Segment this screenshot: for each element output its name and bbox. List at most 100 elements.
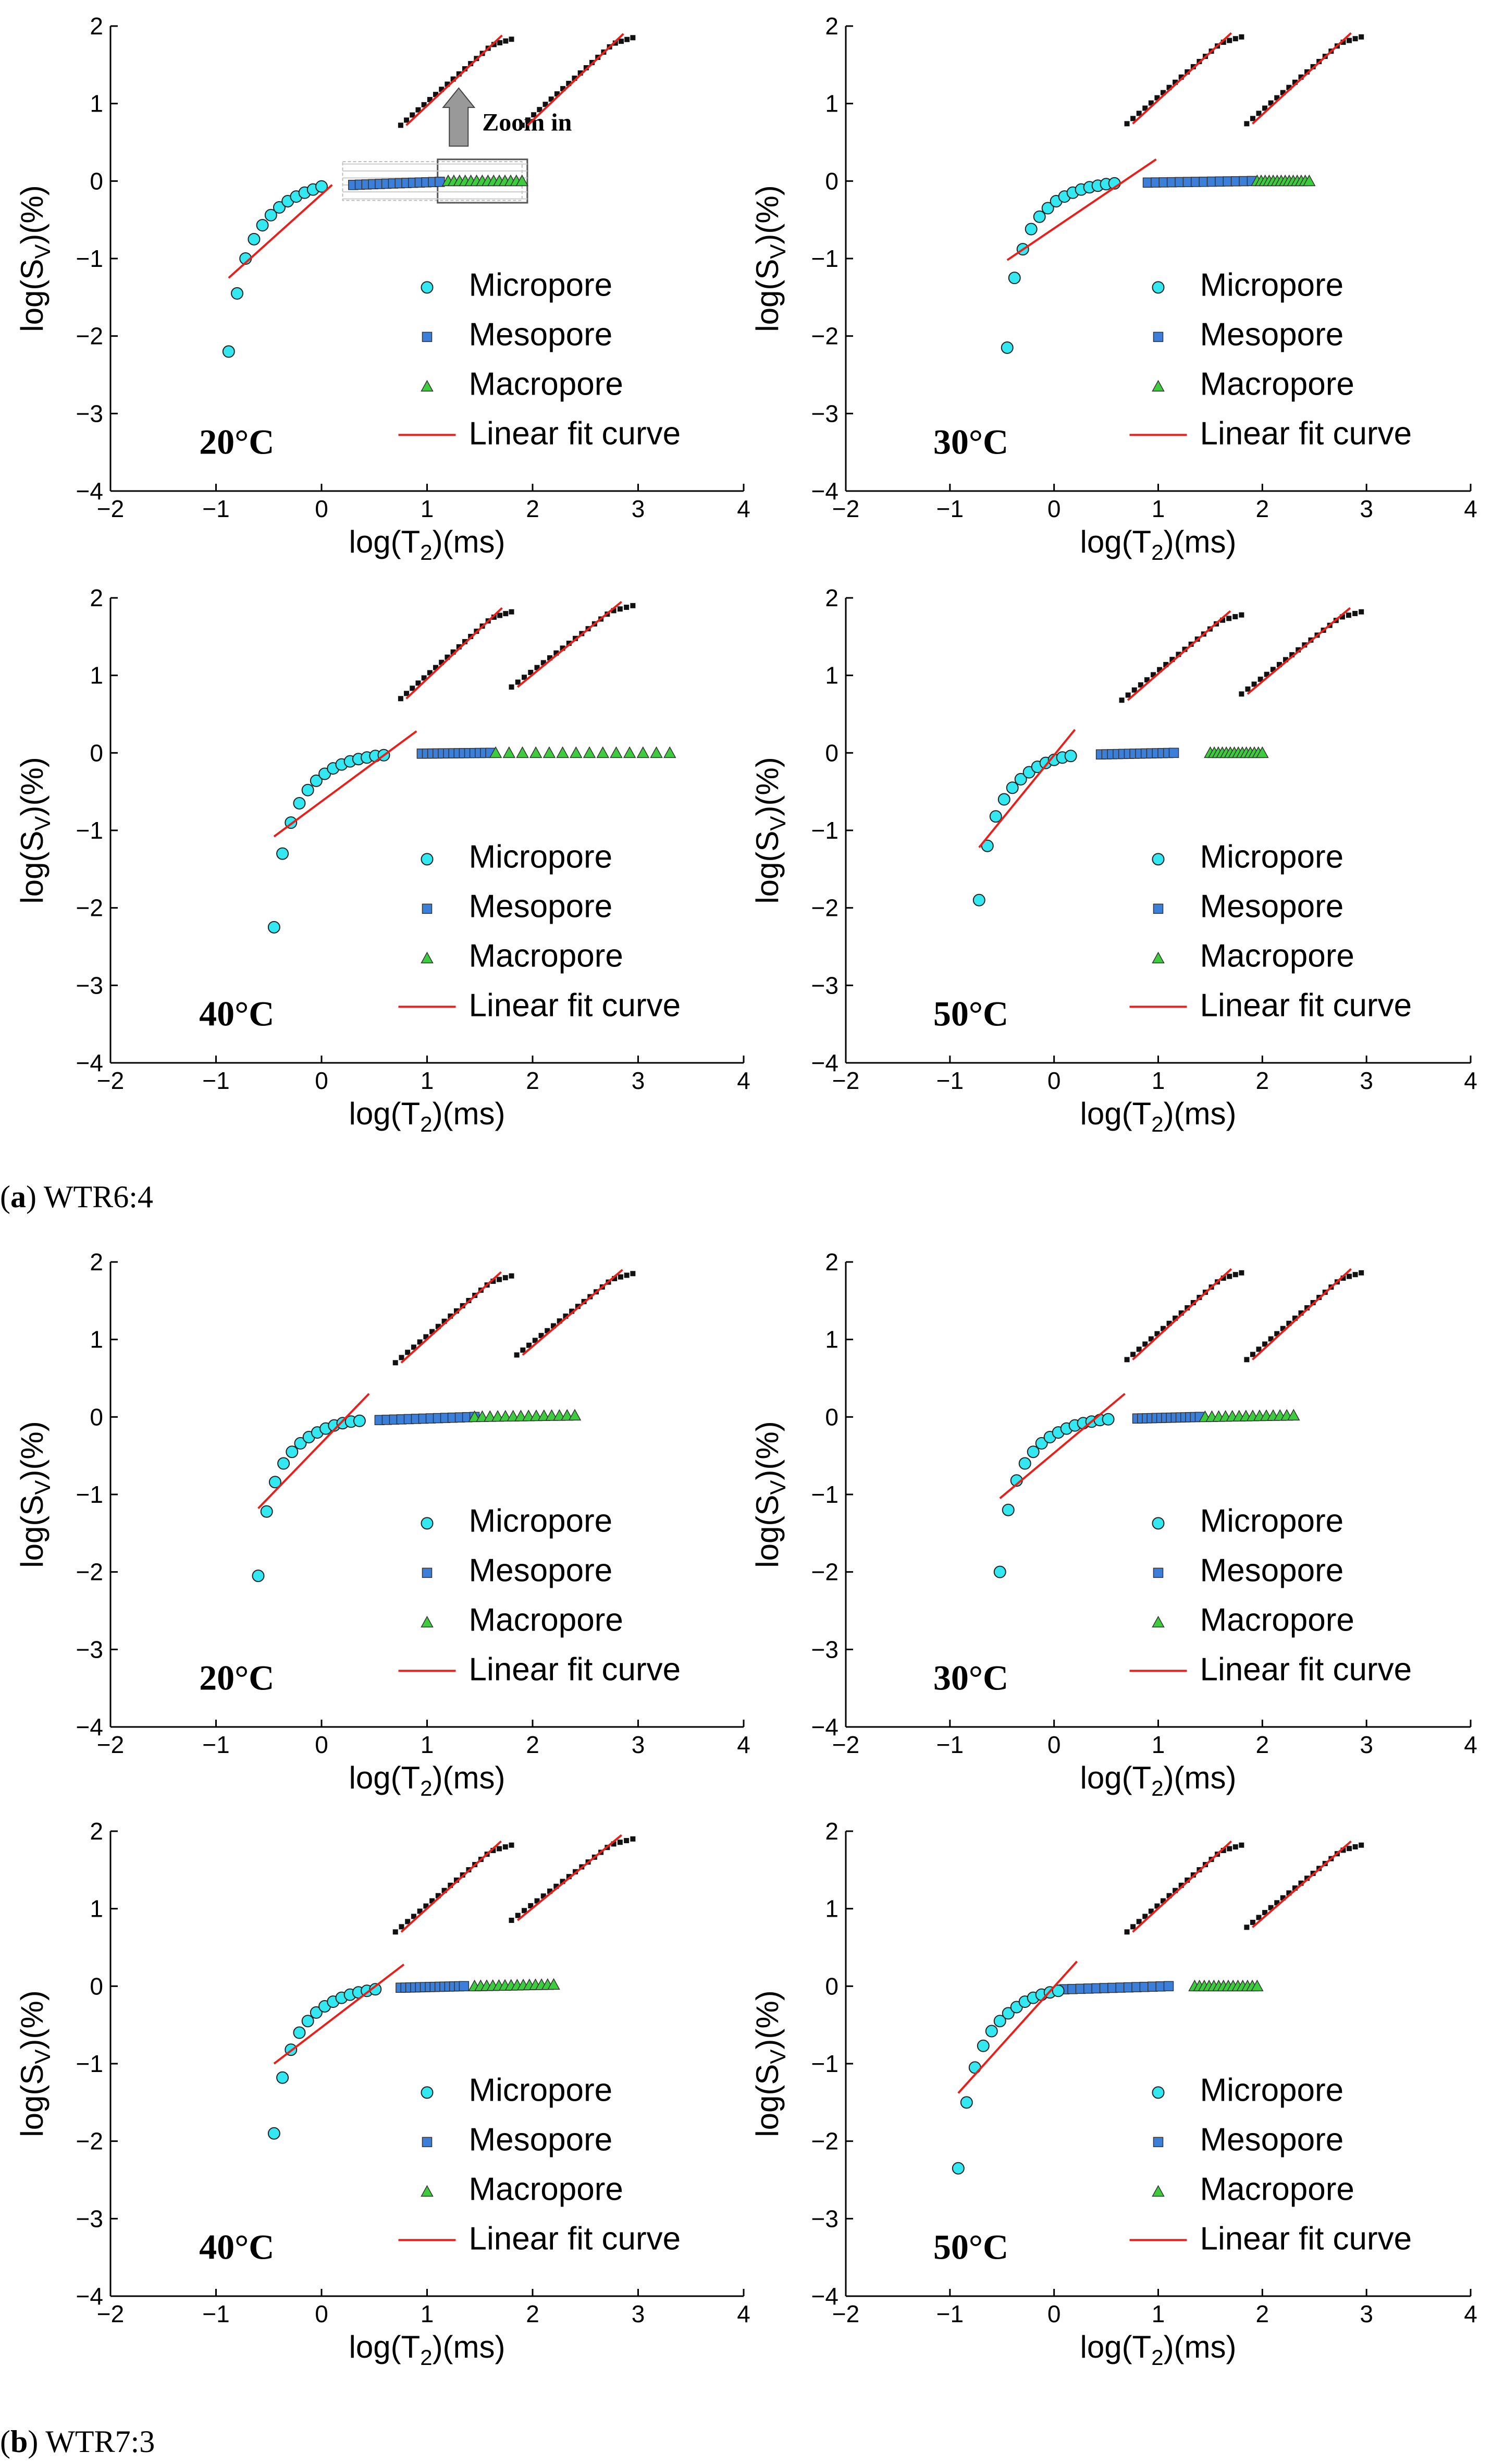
linear-fit-line — [1006, 158, 1157, 261]
linear-fit-line — [228, 184, 333, 279]
zoom-inset-macropore-point — [572, 76, 577, 81]
chart-panel: −2 −1 0 1 2 3 4 −4 −3 −2 −1 0 1 2 log(T2)(ms) log(SV)(%… — [15, 1248, 750, 1800]
micropore-point — [260, 1505, 273, 1518]
zoom-inset-macropore-point — [514, 1352, 520, 1358]
legend-label: Macropore — [1200, 366, 1354, 402]
zoom-inset-macropore-point — [1245, 686, 1251, 692]
x-tick-label: 0 — [315, 2300, 328, 2327]
x-tick-label: 3 — [632, 495, 645, 522]
y-axis-label: log(SV)(%) — [750, 185, 790, 332]
zoom-inset-macropore-point — [528, 1903, 534, 1909]
micropore-point — [952, 2162, 965, 2175]
legend-macropore-marker — [421, 2185, 434, 2197]
zoom-inset-macropore-point — [624, 1272, 630, 1278]
micropore-point — [301, 2015, 314, 2028]
y-tick-label: −3 — [811, 2205, 839, 2232]
zoom-inset-mesopore-point — [439, 659, 445, 665]
zoom-inset-macropore-point — [611, 608, 616, 614]
micropore-point — [310, 774, 323, 787]
macropore-point — [1302, 174, 1316, 187]
zoom-inset-mesopore-point — [1142, 105, 1148, 111]
x-tick-label: 3 — [1360, 2300, 1373, 2327]
zoom-inset-mesopore-point — [1148, 100, 1154, 106]
x-tick-label: 2 — [1256, 1731, 1269, 1758]
zoom-inset-mesopore-point — [1178, 1882, 1184, 1888]
zoom-inset-mesopore-point — [1151, 672, 1156, 678]
x-tick-label: −2 — [832, 2300, 859, 2327]
micropore-point — [353, 1414, 366, 1427]
x-tick-label: 1 — [1152, 2300, 1165, 2327]
legend-label: Mesopore — [469, 316, 613, 352]
zoom-inset-macropore-point — [617, 606, 623, 612]
y-axis-label: log(SV)(%) — [15, 1990, 55, 2137]
legend-mesopore-marker — [1153, 1567, 1164, 1578]
zoom-inset-mesopore-fit-line — [1127, 610, 1231, 701]
zoom-inset-macropore-point — [1274, 1900, 1280, 1906]
zoom-inset-macropore-point — [1250, 1352, 1255, 1357]
micropore-point — [276, 2071, 289, 2084]
zoom-inset-macropore-point — [1359, 34, 1364, 40]
temperature-label: 40°C — [199, 994, 274, 1034]
zoom-inset-macropore-point — [522, 1908, 527, 1914]
zoom-inset-macropore-point — [1359, 1842, 1364, 1848]
zoom-inset-macropore-point — [1270, 667, 1276, 672]
zoom-inset-macropore-point — [515, 679, 521, 685]
x-tick-label: −1 — [936, 2300, 964, 2327]
zoom-inset-macropore-point — [531, 112, 537, 118]
x-tick-label: 1 — [421, 1731, 434, 1758]
legend-label: Mesopore — [1200, 1552, 1344, 1588]
zoom-inset-macropore-point — [1256, 111, 1262, 116]
y-axis-label: log(SV)(%) — [15, 185, 55, 332]
x-tick-label: 4 — [737, 1731, 750, 1758]
micropore-point — [1052, 1984, 1065, 1997]
macropore-point — [522, 1409, 535, 1421]
y-tick-label: 2 — [825, 584, 839, 611]
legend-micropore-marker — [1152, 2086, 1165, 2099]
macropore-point — [547, 1978, 560, 1990]
x-tick-label: −1 — [936, 1731, 964, 1758]
zoom-inset-macropore-point — [542, 102, 548, 107]
micropore-point — [1041, 202, 1054, 215]
zoom-inset-mesopore-fit-line — [405, 34, 503, 126]
temperature-label: 20°C — [199, 422, 274, 462]
zoom-inset-mesopore-point — [1160, 1898, 1166, 1904]
zoom-inset-mesopore-point — [435, 1893, 441, 1898]
zoom-inset-mesopore-point — [502, 1275, 508, 1281]
legend-label: Micropore — [1200, 2072, 1344, 2108]
zoom-inset-mesopore-point — [445, 81, 450, 87]
zoom-inset-mesopore-point — [1239, 612, 1244, 618]
micropore-point — [1018, 1457, 1031, 1470]
zoom-inset-mesopore-point — [491, 614, 497, 620]
zoom-inset-mesopore-point — [398, 696, 403, 702]
legend-label: Micropore — [469, 2072, 613, 2108]
zoom-inset-macropore-point — [1276, 661, 1282, 667]
macropore-point — [489, 746, 502, 758]
macropore-point — [491, 1410, 504, 1422]
zoom-inset-mesopore-point — [441, 1318, 447, 1324]
zoom-inset-mesopore-point — [1173, 1315, 1178, 1321]
y-tick-label: −3 — [76, 400, 103, 427]
zoom-inset-mesopore-point — [509, 36, 514, 42]
legend-mesopore-marker — [422, 332, 433, 342]
y-tick-label: 0 — [825, 739, 839, 766]
legend-label: Mesopore — [1200, 888, 1344, 924]
zoom-inset-macropore-point — [612, 40, 618, 46]
zoom-inset-mesopore-point — [1130, 116, 1136, 121]
zoom-inset-macropore-point — [553, 1883, 559, 1889]
caption-a-text: WTR6:4 — [43, 1180, 153, 1214]
micropore-point — [1025, 223, 1038, 236]
y-tick-label: −1 — [811, 817, 839, 844]
macropore-point — [476, 1410, 489, 1422]
x-tick-label: 2 — [526, 1731, 539, 1758]
x-tick-label: −1 — [202, 2300, 229, 2327]
zoom-inset-mesopore-point — [1178, 1310, 1184, 1316]
micropore-point — [267, 921, 280, 934]
zoom-inset-mesopore-point — [497, 1846, 502, 1852]
legend-micropore-marker — [421, 1517, 434, 1530]
zoom-inset-mesopore-point — [1136, 1919, 1142, 1924]
zoom-inset-macropore-point — [525, 117, 531, 123]
x-tick-label: 0 — [315, 1731, 328, 1758]
linear-fit-line — [273, 1964, 405, 2065]
macropore-point — [650, 746, 663, 758]
micropore-point — [310, 2006, 323, 2019]
